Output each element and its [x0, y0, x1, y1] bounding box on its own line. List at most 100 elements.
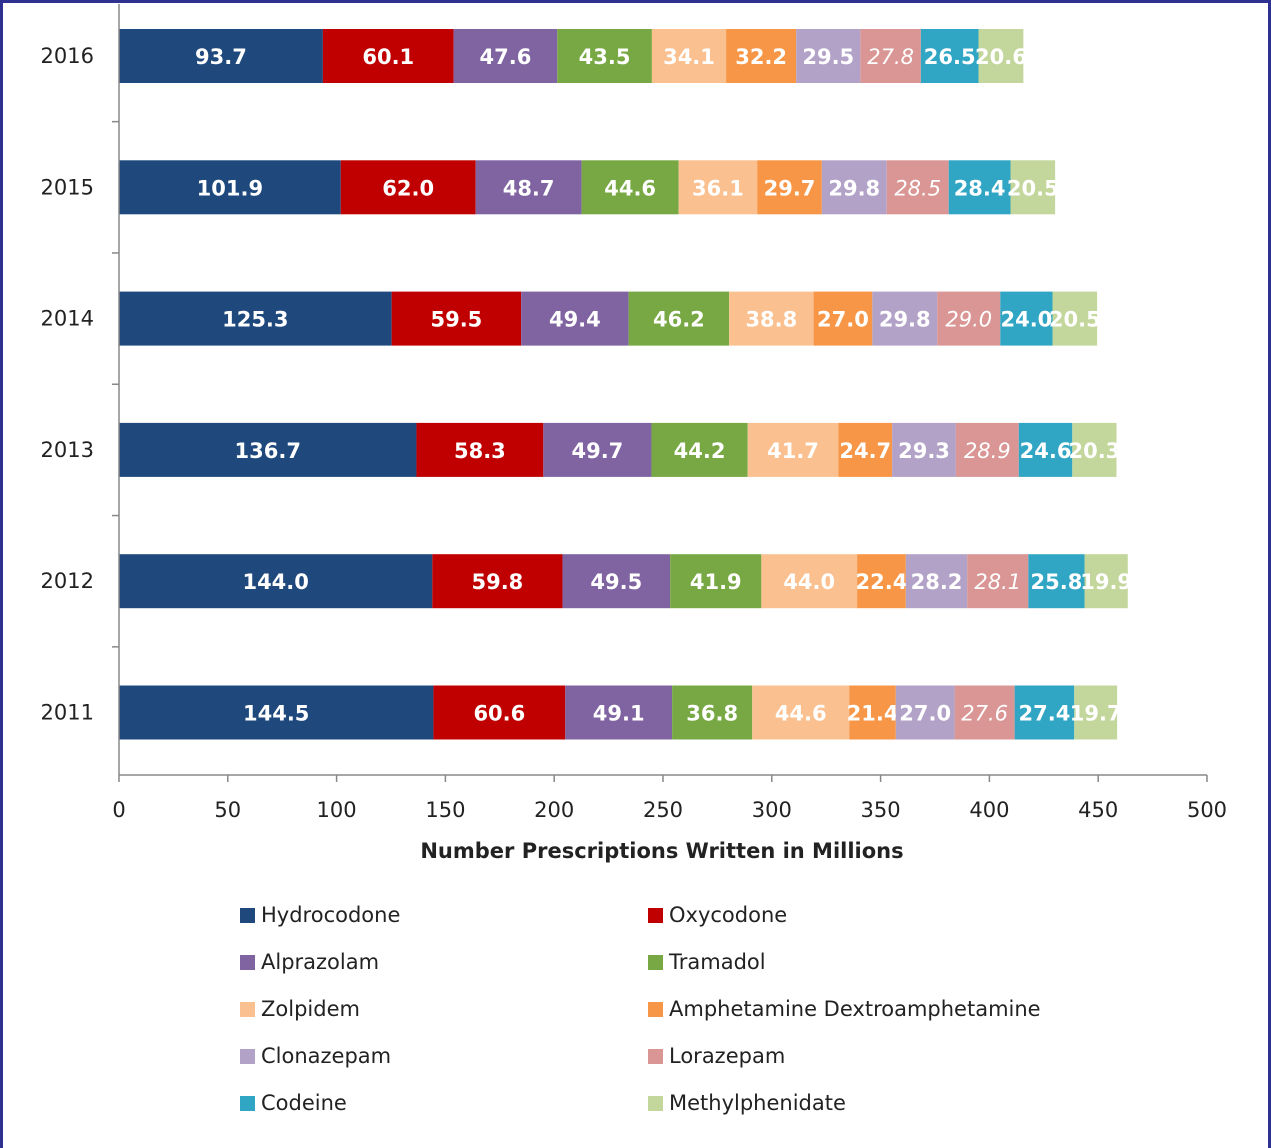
legend-swatch [240, 1048, 255, 1064]
legend-label: Alprazolam [261, 950, 380, 974]
legend-swatch [648, 1001, 663, 1017]
legend-item: Codeine [240, 1090, 648, 1116]
bar-segment [920, 29, 979, 83]
data-label: 47.6 [480, 45, 532, 69]
bar-segment [119, 29, 323, 83]
legend-label: Codeine [261, 1091, 347, 1115]
legend-item: Clonazepam [240, 1043, 648, 1069]
data-label: 49.7 [571, 439, 623, 463]
data-label: 24.6 [1020, 439, 1072, 463]
y-tick-label: 2014 [41, 307, 94, 331]
data-label: 27.6 [961, 702, 1008, 726]
axes-layer: 2016 2015 2014 2013 2012 2011 0 50 100 150 200 250 3… [41, 4, 1227, 822]
legend-label: Amphetamine Dextroamphetamine [669, 997, 1041, 1021]
legend-swatch [240, 1001, 255, 1017]
legend-swatch [648, 907, 663, 923]
bar-segment [678, 160, 758, 215]
legend-item: Tramadol [648, 949, 1120, 975]
bar-row-2011: 144.5 60.6 49.1 36.8 44.6 21.4 27.0 27.6 27.4 19.… [119, 685, 1122, 740]
bar-segment [1028, 554, 1085, 609]
legend-item: Alprazolam [240, 949, 648, 975]
data-label: 28.5 [894, 176, 941, 200]
data-label: 27.4 [1019, 702, 1071, 726]
legend-swatch [240, 907, 255, 923]
data-label: 27.8 [867, 45, 914, 69]
data-label: 28.1 [974, 570, 1021, 594]
bar-segment [565, 685, 673, 740]
bar-segment [757, 160, 822, 215]
legend-label: Clonazepam [261, 1044, 392, 1068]
bar-segment [521, 291, 629, 346]
x-tick-label: 500 [1187, 798, 1227, 822]
data-label: 44.6 [604, 176, 656, 200]
data-label: 20.5 [1007, 176, 1059, 200]
bar-segment [747, 422, 839, 477]
bar-segment [872, 291, 938, 346]
x-axis-title: Number Prescriptions Written in Millions [420, 839, 903, 863]
legend-item: Oxycodone [648, 902, 1120, 928]
data-label: 48.7 [503, 176, 555, 200]
data-label: 27.0 [899, 702, 951, 726]
bar-segment [954, 685, 1015, 740]
x-tick-label: 450 [1078, 798, 1118, 822]
bar-segment [416, 422, 544, 477]
legend-item: Amphetamine Dextroamphetamine [648, 996, 1120, 1022]
data-label: 29.3 [898, 439, 950, 463]
bar-segment [761, 554, 858, 609]
bar-segment [433, 685, 566, 740]
data-label: 41.9 [690, 570, 742, 594]
bar-segment [119, 291, 392, 346]
data-label: 29.8 [828, 176, 880, 200]
y-tick-label: 2013 [41, 438, 94, 462]
bar-segment [628, 291, 730, 346]
bar-segment [886, 160, 949, 215]
data-label: 19.9 [1080, 570, 1132, 594]
bar-segment [838, 422, 893, 477]
bar-segment [892, 422, 956, 477]
x-tick-label: 150 [425, 798, 465, 822]
data-label: 41.7 [767, 439, 819, 463]
bar-segment [1010, 160, 1056, 215]
bar-segment [752, 685, 850, 740]
bar-segment [1074, 685, 1118, 740]
legend-label: Tramadol [669, 950, 766, 974]
data-label: 60.1 [362, 45, 414, 69]
data-label: 24.7 [839, 439, 891, 463]
data-label: 44.0 [783, 570, 835, 594]
bar-segment [340, 160, 476, 215]
bar-segment [562, 554, 671, 609]
bar-segment [1014, 685, 1075, 740]
bar-segment [967, 554, 1029, 609]
bar-segment [475, 160, 582, 215]
legend-item: Hydrocodone [240, 902, 648, 928]
y-tick-label: 2011 [41, 701, 94, 725]
bar-segment [937, 291, 1001, 346]
bar-segment [849, 685, 896, 740]
data-label: 49.4 [549, 308, 601, 332]
bar-row-2014: 125.3 59.5 49.4 46.2 38.8 27.0 29.8 29.0 24.020.… [119, 291, 1101, 346]
data-label: 144.0 [242, 570, 308, 594]
data-label: 20.5 [1049, 308, 1101, 332]
data-label: 20.6 [975, 45, 1027, 69]
bar-segment [651, 422, 748, 477]
data-label: 28.9 [964, 439, 1011, 463]
bar-segment [729, 291, 814, 346]
x-tick-label: 100 [317, 798, 357, 822]
data-label: 19.7 [1070, 702, 1122, 726]
data-label: 29.8 [879, 308, 931, 332]
bar-segment [1052, 291, 1098, 346]
bar-segment [581, 160, 679, 215]
data-label: 22.4 [856, 570, 908, 594]
bar-segment [1018, 422, 1073, 477]
bar-segment [948, 160, 1011, 215]
legend-label: Lorazepam [669, 1044, 786, 1068]
bar-row-2013: 136.7 58.3 49.7 44.2 41.7 24.7 29.3 28.9 24.620.… [119, 422, 1120, 477]
data-label: 49.1 [593, 702, 645, 726]
bar-segment [978, 29, 1024, 83]
data-label: 34.1 [663, 45, 715, 69]
y-tick-label: 2012 [41, 569, 94, 593]
bar-segment [796, 29, 861, 83]
bars-layer: 93.7 60.1 47.6 43.5 34.1 32.2 29.5 27.8 26.5 20.6… [119, 29, 1132, 740]
bar-segment [857, 554, 906, 609]
